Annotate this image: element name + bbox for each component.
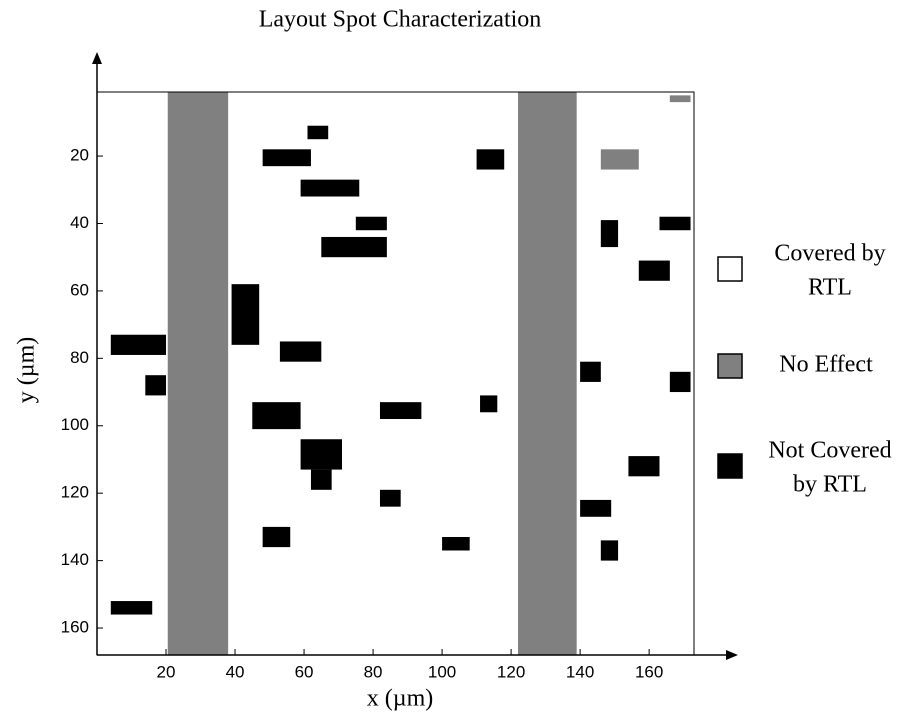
spot: [669, 371, 691, 393]
x-tick-label: 120: [497, 662, 525, 681]
spot: [600, 220, 619, 248]
plot-area: [97, 92, 694, 655]
y-tick-label: 120: [61, 483, 89, 502]
spot: [580, 361, 601, 382]
spot: [310, 469, 332, 490]
spot: [669, 95, 691, 103]
legend-label: No Effect: [779, 352, 873, 378]
x-arrow: [726, 650, 738, 660]
x-tick-label: 80: [364, 662, 383, 681]
legend-swatch: [717, 353, 743, 379]
x-tick-label: 20: [157, 662, 176, 681]
spot: [379, 489, 401, 507]
x-axis-label: x (µm): [367, 686, 433, 712]
spot: [628, 456, 660, 477]
legend-swatch: [717, 256, 743, 282]
spot: [600, 149, 639, 170]
spot: [262, 149, 311, 167]
spot: [442, 537, 470, 551]
spot: [145, 375, 167, 396]
spot: [307, 125, 329, 140]
legend: Covered by RTL No Effect Not Covered by RTL: [717, 241, 892, 498]
spot: [231, 284, 260, 345]
spot: [476, 149, 505, 170]
spot: [252, 402, 301, 430]
y-tick-label: 160: [61, 618, 89, 637]
x-tick-label: 140: [566, 662, 594, 681]
y-arrow: [92, 52, 102, 64]
x-tick-label: 40: [226, 662, 245, 681]
spot: [279, 341, 322, 362]
spot: [167, 92, 229, 655]
chart-title: Layout Spot Characterization: [259, 7, 542, 33]
y-tick-label: 20: [70, 146, 89, 165]
spot: [580, 499, 612, 517]
x-tick-label: 160: [635, 662, 663, 681]
y-tick-label: 40: [70, 213, 89, 232]
spot: [110, 601, 153, 615]
legend-swatch: [717, 453, 743, 479]
spot: [355, 216, 387, 231]
x-tick-label: 60: [295, 662, 314, 681]
legend-label: by RTL: [793, 472, 867, 498]
spot: [480, 395, 498, 413]
spot: [379, 402, 422, 420]
spot: [518, 92, 577, 655]
y-tick-label: 140: [61, 550, 89, 569]
legend-label: Not Covered: [768, 438, 891, 464]
spot: [600, 540, 619, 561]
spot: [300, 439, 343, 470]
legend-label: RTL: [808, 275, 852, 301]
spot: [262, 526, 291, 548]
y-tick-label: 80: [70, 348, 89, 367]
plot-border: [96, 91, 695, 656]
spot: [300, 179, 360, 197]
spot: [110, 334, 167, 355]
spot: [659, 216, 691, 231]
spot: [321, 236, 387, 258]
spot: [638, 260, 670, 281]
axes: 20 40 60 80 100 120 140 160 20 40 60 80 100 120 140 160: [61, 52, 738, 681]
legend-label: Covered by: [774, 241, 885, 267]
y-tick-label: 60: [70, 280, 89, 299]
y-axis-label: y (µm): [14, 337, 40, 403]
x-tick-label: 100: [428, 662, 456, 681]
y-tick-label: 100: [61, 415, 89, 434]
